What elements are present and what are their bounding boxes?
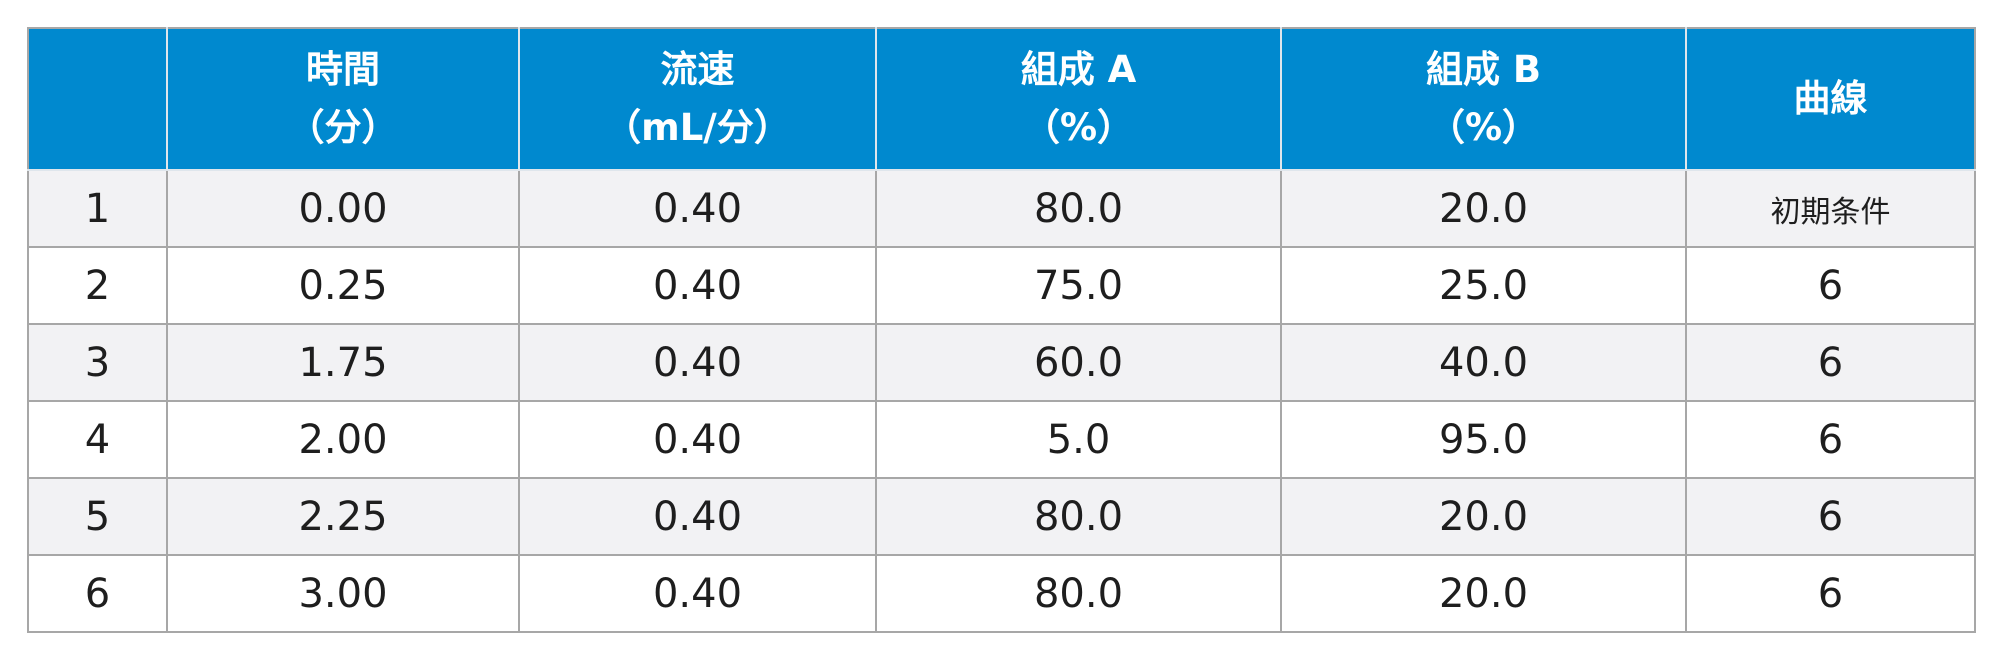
- header-composition-a: 組成 A （%）: [875, 27, 1282, 171]
- cell-composition-b: 20.0: [1280, 169, 1687, 248]
- cell-composition-a: 80.0: [875, 169, 1282, 248]
- cell-time: 0.00: [166, 169, 520, 248]
- cell-time: 2.00: [166, 400, 520, 479]
- cell-composition-b: 25.0: [1280, 246, 1687, 325]
- table-row: 2 0.25 0.40 75.0 25.0 6: [27, 246, 1976, 325]
- header-index: [27, 27, 168, 171]
- cell-index: 5: [27, 477, 168, 556]
- cell-flow-rate: 0.40: [518, 477, 877, 556]
- table-row: 6 3.00 0.40 80.0 20.0 6: [27, 554, 1976, 633]
- header-composition-b: 組成 B （%）: [1280, 27, 1687, 171]
- header-time-unit: （分）: [287, 106, 399, 149]
- cell-index: 1: [27, 169, 168, 248]
- header-curve-label: 曲線: [1793, 77, 1868, 120]
- cell-index: 3: [27, 323, 168, 402]
- header-row: 時間 （分） 流速 （mL/分） 組成 A （%） 組成 B （%） 曲線: [27, 27, 1976, 171]
- header-flow-rate-label: 流速: [660, 48, 735, 91]
- cell-flow-rate: 0.40: [518, 323, 877, 402]
- header-composition-a-unit: （%）: [1022, 106, 1135, 149]
- cell-time: 2.25: [166, 477, 520, 556]
- cell-composition-a: 5.0: [875, 400, 1282, 479]
- header-composition-b-unit: （%）: [1427, 106, 1540, 149]
- header-composition-b-label: 組成 B: [1425, 48, 1542, 91]
- table-header: 時間 （分） 流速 （mL/分） 組成 A （%） 組成 B （%） 曲線: [27, 27, 1976, 171]
- cell-curve: 6: [1685, 400, 1976, 479]
- cell-curve: 6: [1685, 477, 1976, 556]
- cell-index: 4: [27, 400, 168, 479]
- table-row: 3 1.75 0.40 60.0 40.0 6: [27, 323, 1976, 402]
- header-curve: 曲線: [1685, 27, 1976, 171]
- header-composition-a-label: 組成 A: [1020, 48, 1137, 91]
- cell-flow-rate: 0.40: [518, 400, 877, 479]
- header-time-label: 時間: [306, 48, 380, 91]
- cell-flow-rate: 0.40: [518, 246, 877, 325]
- table-row: 4 2.00 0.40 5.0 95.0 6: [27, 400, 1976, 479]
- cell-composition-a: 80.0: [875, 554, 1282, 633]
- cell-composition-b: 20.0: [1280, 477, 1687, 556]
- cell-curve: 初期条件: [1685, 169, 1976, 248]
- cell-composition-a: 75.0: [875, 246, 1282, 325]
- gradient-table: 時間 （分） 流速 （mL/分） 組成 A （%） 組成 B （%） 曲線: [27, 27, 1976, 633]
- cell-flow-rate: 0.40: [518, 554, 877, 633]
- cell-index: 6: [27, 554, 168, 633]
- header-flow-rate-unit: （mL/分）: [604, 106, 791, 149]
- cell-time: 1.75: [166, 323, 520, 402]
- gradient-table-container: 時間 （分） 流速 （mL/分） 組成 A （%） 組成 B （%） 曲線: [27, 27, 1976, 633]
- cell-composition-b: 40.0: [1280, 323, 1687, 402]
- header-flow-rate: 流速 （mL/分）: [518, 27, 877, 171]
- table-row: 1 0.00 0.40 80.0 20.0 初期条件: [27, 169, 1976, 248]
- table-row: 5 2.25 0.40 80.0 20.0 6: [27, 477, 1976, 556]
- cell-time: 0.25: [166, 246, 520, 325]
- cell-flow-rate: 0.40: [518, 169, 877, 248]
- cell-curve: 6: [1685, 323, 1976, 402]
- header-time: 時間 （分）: [166, 27, 520, 171]
- cell-time: 3.00: [166, 554, 520, 633]
- cell-composition-a: 60.0: [875, 323, 1282, 402]
- cell-composition-b: 20.0: [1280, 554, 1687, 633]
- cell-curve: 6: [1685, 246, 1976, 325]
- cell-composition-a: 80.0: [875, 477, 1282, 556]
- table-body: 1 0.00 0.40 80.0 20.0 初期条件 2 0.25 0.40 7…: [27, 169, 1976, 633]
- cell-composition-b: 95.0: [1280, 400, 1687, 479]
- cell-curve: 6: [1685, 554, 1976, 633]
- cell-index: 2: [27, 246, 168, 325]
